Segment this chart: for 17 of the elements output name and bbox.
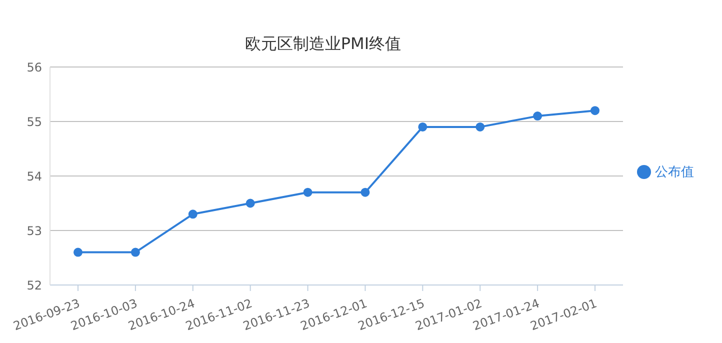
point [303,188,312,197]
point [533,112,542,121]
point [188,210,198,219]
point [360,188,370,197]
point [418,122,428,132]
y-tick-label: 53 [26,224,42,238]
point [590,106,600,116]
y-tick-label: 52 [26,278,42,292]
point [476,122,485,132]
chart-title: 欧元区制造业PMI终值 [244,34,402,55]
legend-label: 公布值 [655,164,694,180]
y-tick-label: 56 [26,60,42,74]
point [74,248,82,257]
y-tick-label: 54 [26,169,42,184]
point [246,198,255,208]
y-tick-label: 55 [26,114,42,129]
point [130,248,140,257]
